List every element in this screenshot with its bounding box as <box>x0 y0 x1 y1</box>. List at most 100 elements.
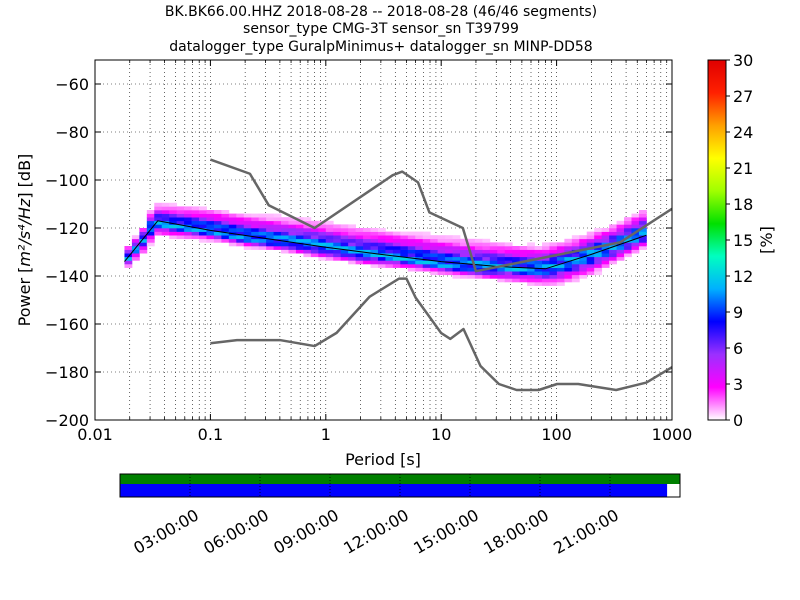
density-cell <box>213 224 222 229</box>
timeline-tick-label: 03:00:00 <box>130 505 202 557</box>
density-cell <box>527 282 535 286</box>
density-cell <box>542 274 550 279</box>
density-cell <box>549 278 558 283</box>
density-cell <box>288 220 297 225</box>
density-cell <box>452 246 461 250</box>
density-cell <box>363 242 371 247</box>
density-cell <box>594 242 603 247</box>
density-cell <box>616 253 625 258</box>
density-cell <box>228 217 237 222</box>
density-cell <box>594 231 603 236</box>
density-cell <box>363 235 371 240</box>
density-cell <box>445 242 453 247</box>
density-cell <box>206 238 215 243</box>
density-cell <box>594 264 603 268</box>
density-cell <box>310 249 319 254</box>
density-cell <box>445 246 453 250</box>
density-cell <box>333 256 342 261</box>
density-cell <box>318 256 327 261</box>
density-cell <box>445 271 453 276</box>
density-cell <box>586 264 595 268</box>
density-cell <box>474 249 483 254</box>
density-cell <box>340 238 349 243</box>
colorbar-tick-label: 27 <box>733 87 753 106</box>
density-cell <box>459 253 468 258</box>
colorbar-tick-label: 15 <box>733 231 753 250</box>
density-cell <box>452 264 461 268</box>
y-axis-ticks: −60 −80 −100 −120 −140 −160 −180 −200 <box>45 75 672 430</box>
density-cell <box>564 246 573 250</box>
density-cell <box>452 267 461 272</box>
density-cell <box>527 274 535 279</box>
density-cell <box>236 220 245 225</box>
density-cell <box>631 235 640 240</box>
density-cell <box>609 256 617 261</box>
density-cell <box>273 242 282 247</box>
density-cell <box>236 228 245 232</box>
density-cell <box>534 271 543 276</box>
density-cell <box>370 246 379 250</box>
density-cell <box>430 260 439 265</box>
density-cell <box>213 235 222 240</box>
y-tick-label: −80 <box>55 123 89 142</box>
density-cell <box>586 267 595 272</box>
density-cell <box>512 256 521 261</box>
density-cell <box>631 217 640 222</box>
density-cell <box>415 246 424 250</box>
density-cell <box>564 264 573 268</box>
density-cell <box>407 260 416 265</box>
density-cell <box>504 260 513 265</box>
density-cell <box>288 235 297 240</box>
density-cell <box>348 253 357 258</box>
density-cell <box>571 274 580 279</box>
density-cell <box>638 231 647 236</box>
density-cell <box>154 206 163 211</box>
density-cell <box>251 231 260 236</box>
density-cell <box>355 260 364 265</box>
density-cell <box>288 228 297 232</box>
density-cell <box>609 260 617 265</box>
density-cell <box>131 235 140 240</box>
density-cell <box>154 228 163 232</box>
density-cell <box>363 253 371 258</box>
density-cell <box>459 267 468 272</box>
density-cell <box>266 213 274 218</box>
density-cell <box>303 238 312 243</box>
density-cell <box>191 228 200 232</box>
density-cell <box>437 238 446 243</box>
colorbar-tick-label: 3 <box>733 375 743 394</box>
density-cell <box>273 246 282 250</box>
density-cell <box>169 202 178 207</box>
chart-title-line-3: datalogger_type GuralpMinimus+ datalogge… <box>169 39 592 55</box>
density-cell <box>430 264 439 268</box>
density-cell <box>534 264 543 268</box>
density-cell <box>489 271 498 276</box>
y-tick-label: −100 <box>45 171 89 190</box>
density-cell <box>437 264 446 268</box>
density-cell <box>556 274 565 279</box>
density-cell <box>377 228 386 232</box>
density-cell <box>139 242 148 247</box>
timeline-tick-label: 18:00:00 <box>480 505 552 557</box>
density-cell <box>288 217 297 222</box>
density-cell <box>586 235 595 240</box>
density-cell <box>586 242 595 247</box>
density-cell <box>310 242 319 247</box>
density-cell <box>474 264 483 268</box>
density-cell <box>527 278 535 283</box>
density-cell <box>467 242 476 247</box>
density-cell <box>333 228 342 232</box>
density-cell <box>422 267 431 272</box>
density-cell <box>594 260 603 265</box>
density-cell <box>445 253 453 258</box>
density-cell <box>251 238 260 243</box>
density-cell <box>638 228 647 232</box>
density-cell <box>422 238 431 243</box>
density-cell <box>377 256 386 261</box>
density-cell <box>258 224 267 229</box>
density-cell <box>467 274 476 279</box>
density-cell <box>422 235 431 240</box>
density-cell <box>199 217 207 222</box>
density-cell <box>415 249 424 254</box>
